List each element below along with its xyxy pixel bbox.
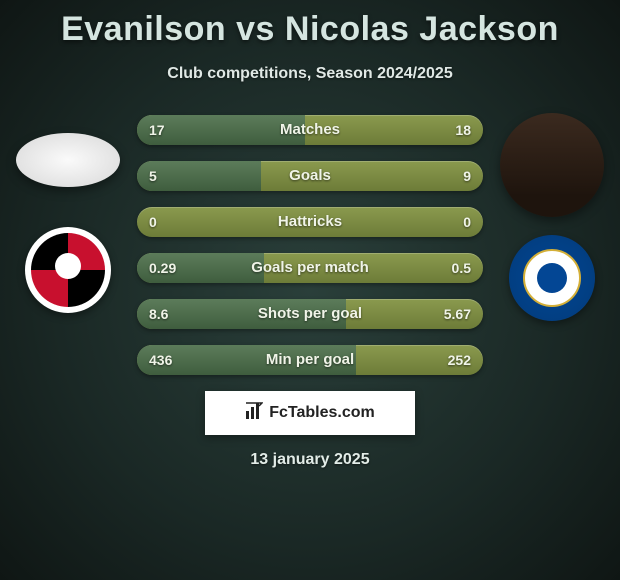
stat-bar: 436Min per goal252 <box>137 345 483 375</box>
stat-bar: 17Matches18 <box>137 115 483 145</box>
stat-bar: 5Goals9 <box>137 161 483 191</box>
stat-label: Matches <box>137 115 483 145</box>
club-crest-chelsea <box>509 235 595 321</box>
left-player-column <box>8 113 128 313</box>
stat-label: Goals per match <box>137 253 483 283</box>
stat-bar: 8.6Shots per goal5.67 <box>137 299 483 329</box>
right-player-column <box>492 113 612 321</box>
stat-value-right: 18 <box>455 115 471 145</box>
logo-text: FcTables.com <box>269 404 375 422</box>
stat-value-right: 9 <box>463 161 471 191</box>
stat-label: Goals <box>137 161 483 191</box>
stat-label: Min per goal <box>137 345 483 375</box>
stat-label: Shots per goal <box>137 299 483 329</box>
club-crest-bournemouth <box>25 227 111 313</box>
comparison-card: Evanilson vs Nicolas Jackson Club compet… <box>0 0 620 580</box>
stat-value-right: 0.5 <box>452 253 471 283</box>
stat-bar: 0.29Goals per match0.5 <box>137 253 483 283</box>
fctables-logo: FcTables.com <box>205 391 415 435</box>
stat-value-right: 5.67 <box>444 299 471 329</box>
stat-label: Hattricks <box>137 207 483 237</box>
stat-value-right: 0 <box>463 207 471 237</box>
stat-value-right: 252 <box>448 345 471 375</box>
stat-bar: 0Hattricks0 <box>137 207 483 237</box>
date-label: 13 january 2025 <box>0 451 620 469</box>
season-subtitle: Club competitions, Season 2024/2025 <box>0 65 620 83</box>
stat-bars: 17Matches18 5Goals9 0Hattricks0 0.29Goals p… <box>137 113 483 375</box>
player-left-avatar <box>16 133 120 187</box>
page-title: Evanilson vs Nicolas Jackson <box>0 0 620 49</box>
chart-icon <box>245 402 263 425</box>
player-right-avatar <box>500 113 604 217</box>
content: 17Matches18 5Goals9 0Hattricks0 0.29Goals p… <box>0 113 620 469</box>
